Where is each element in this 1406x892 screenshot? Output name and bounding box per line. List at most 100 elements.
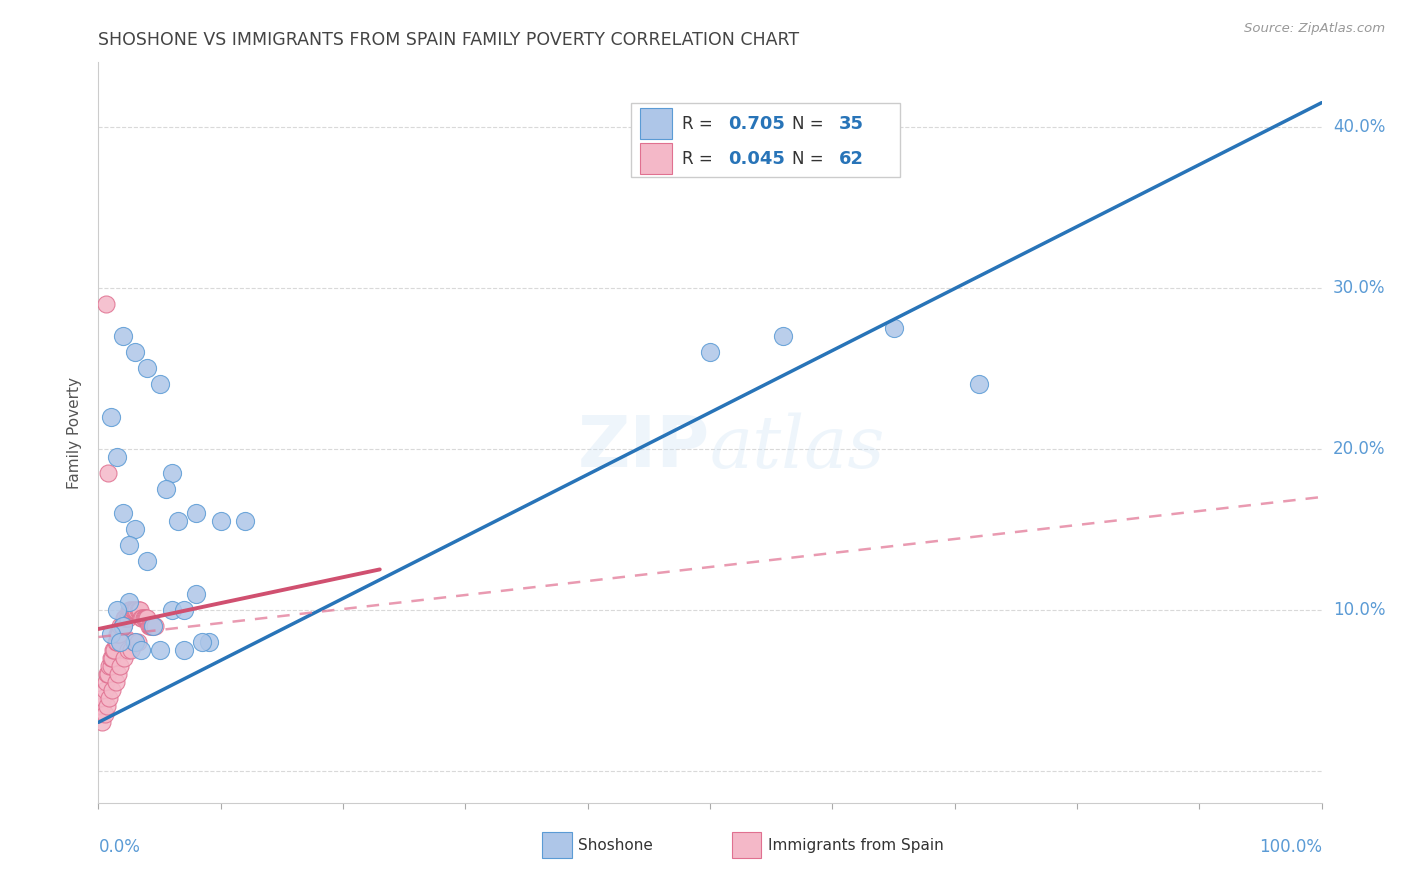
Point bbox=[160, 602, 183, 616]
Point bbox=[167, 514, 190, 528]
Text: 40.0%: 40.0% bbox=[1333, 118, 1385, 136]
Point bbox=[98, 691, 121, 706]
Point bbox=[128, 602, 150, 616]
Text: N =: N = bbox=[792, 150, 830, 168]
Point bbox=[173, 643, 195, 657]
Point bbox=[883, 321, 905, 335]
Text: 62: 62 bbox=[838, 150, 863, 168]
Point bbox=[90, 707, 112, 722]
Point bbox=[129, 602, 152, 616]
Point bbox=[136, 361, 159, 376]
Text: ZIP: ZIP bbox=[578, 413, 710, 482]
Point bbox=[98, 659, 121, 673]
Point bbox=[125, 602, 148, 616]
Point bbox=[104, 635, 127, 649]
Point bbox=[91, 691, 114, 706]
Point bbox=[139, 619, 162, 633]
Point bbox=[122, 602, 145, 616]
Point bbox=[100, 409, 122, 424]
Point bbox=[122, 635, 145, 649]
Text: R =: R = bbox=[682, 115, 718, 133]
Point bbox=[111, 619, 134, 633]
Point bbox=[105, 635, 128, 649]
Point bbox=[97, 667, 120, 681]
Point bbox=[115, 610, 138, 624]
Point bbox=[101, 643, 124, 657]
Point bbox=[110, 635, 132, 649]
Point bbox=[111, 619, 134, 633]
Text: N =: N = bbox=[792, 115, 830, 133]
Point bbox=[136, 610, 159, 624]
Point bbox=[105, 602, 128, 616]
Point bbox=[93, 683, 115, 698]
Point bbox=[772, 329, 794, 343]
Point bbox=[209, 514, 232, 528]
Point bbox=[97, 466, 120, 480]
Point bbox=[94, 297, 117, 311]
Text: 10.0%: 10.0% bbox=[1333, 600, 1385, 619]
Point bbox=[135, 610, 157, 624]
Text: 0.045: 0.045 bbox=[728, 150, 786, 168]
Point bbox=[91, 715, 114, 730]
Point bbox=[111, 619, 134, 633]
Text: Source: ZipAtlas.com: Source: ZipAtlas.com bbox=[1244, 22, 1385, 36]
Point bbox=[124, 602, 146, 616]
Point bbox=[96, 699, 118, 714]
Point bbox=[117, 643, 139, 657]
Point bbox=[186, 586, 208, 600]
Point bbox=[186, 506, 208, 520]
Text: 35: 35 bbox=[838, 115, 863, 133]
Point bbox=[120, 602, 142, 616]
Text: 0.0%: 0.0% bbox=[98, 838, 141, 856]
Point bbox=[118, 594, 141, 608]
Point bbox=[139, 619, 162, 633]
Point bbox=[127, 602, 149, 616]
Point bbox=[120, 602, 142, 616]
FancyBboxPatch shape bbox=[640, 108, 672, 139]
Point bbox=[111, 506, 134, 520]
Point bbox=[101, 651, 124, 665]
Point bbox=[100, 651, 122, 665]
Point bbox=[142, 619, 165, 633]
Text: atlas: atlas bbox=[710, 412, 886, 483]
Point bbox=[110, 659, 132, 673]
Point bbox=[120, 643, 142, 657]
Point bbox=[94, 675, 117, 690]
Point bbox=[118, 602, 141, 616]
Point bbox=[967, 377, 990, 392]
Point bbox=[103, 643, 125, 657]
Point bbox=[107, 667, 129, 681]
Point bbox=[111, 329, 134, 343]
Point bbox=[233, 514, 256, 528]
Point bbox=[124, 635, 146, 649]
Text: 100.0%: 100.0% bbox=[1258, 838, 1322, 856]
Point bbox=[173, 602, 195, 616]
Point bbox=[105, 450, 128, 464]
Point bbox=[96, 667, 118, 681]
Point bbox=[105, 627, 128, 641]
Point bbox=[107, 627, 129, 641]
Point bbox=[160, 466, 183, 480]
Point bbox=[101, 683, 124, 698]
FancyBboxPatch shape bbox=[640, 143, 672, 174]
Point bbox=[104, 675, 127, 690]
Point bbox=[131, 610, 153, 624]
Point bbox=[132, 610, 155, 624]
Y-axis label: Family Poverty: Family Poverty bbox=[67, 376, 83, 489]
Point bbox=[149, 377, 172, 392]
Point bbox=[129, 643, 152, 657]
Point bbox=[124, 522, 146, 536]
Point bbox=[124, 345, 146, 359]
Point bbox=[134, 610, 156, 624]
Point bbox=[118, 538, 141, 552]
Point bbox=[112, 610, 135, 624]
Point bbox=[155, 482, 177, 496]
Point bbox=[121, 602, 143, 616]
Point bbox=[197, 635, 219, 649]
Text: Shoshone: Shoshone bbox=[578, 838, 652, 853]
Point bbox=[699, 345, 721, 359]
Point bbox=[191, 635, 214, 649]
Point bbox=[141, 619, 163, 633]
FancyBboxPatch shape bbox=[733, 831, 762, 858]
Point bbox=[129, 610, 152, 624]
